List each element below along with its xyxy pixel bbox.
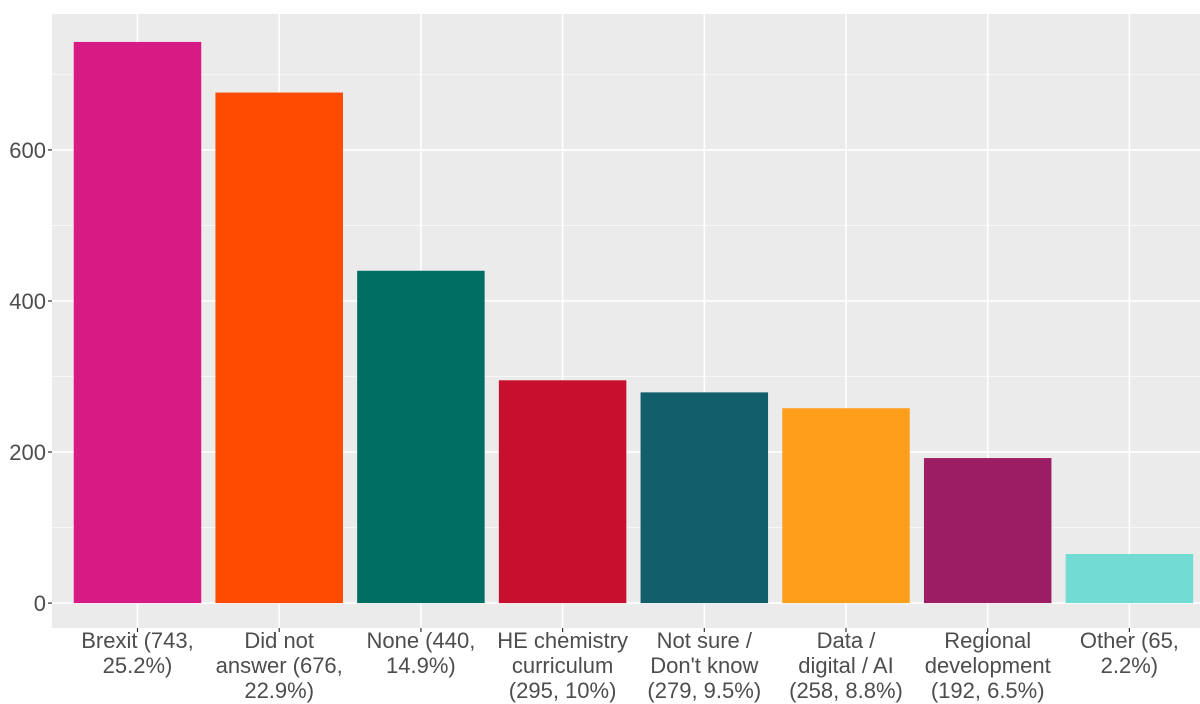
x-tick-label-line: Did not — [244, 628, 314, 653]
x-tick-label-line: Don't know — [650, 653, 758, 678]
x-tick-label-line: digital / AI — [798, 653, 893, 678]
bars — [73, 41, 1194, 604]
x-tick-label-line: (279, 9.5%) — [647, 678, 761, 703]
x-tick-label-line: answer (676, — [216, 653, 343, 678]
x-tick-label-line: Other (65, — [1080, 628, 1179, 653]
x-tick-label: None (440, 14.9%) — [366, 628, 475, 678]
x-tick-label-line: HE chemistry — [497, 628, 628, 653]
bar-1 — [73, 41, 202, 604]
x-tick-label: Not sure / Don't know (279, 9.5%) — [647, 628, 761, 703]
x-tick-label-line: 22.9%) — [244, 678, 314, 703]
x-tick-label-line: None (440, — [366, 628, 475, 653]
y-tick-label: 400 — [9, 289, 46, 314]
y-axis: 0 200 400 600 — [9, 138, 52, 616]
x-tick-label-line: (295, 10%) — [509, 678, 617, 703]
bar-5 — [640, 392, 769, 604]
bar-3 — [357, 270, 485, 604]
x-tick-label-line: Not sure / — [657, 628, 753, 653]
x-tick-label-line: (258, 8.8%) — [789, 678, 903, 703]
x-tick-label-line: curriculum — [512, 653, 613, 678]
bar-4 — [498, 380, 627, 604]
y-tick-label: 0 — [34, 591, 46, 616]
bar-6 — [782, 408, 910, 604]
bar-8 — [1065, 553, 1194, 604]
bar-2 — [215, 92, 343, 604]
x-tick-label-line: (192, 6.5%) — [931, 678, 1045, 703]
x-tick-label-line: Regional — [944, 628, 1031, 653]
bar-7 — [923, 458, 1052, 604]
x-tick-label: Other (65, 2.2%) — [1080, 628, 1179, 678]
x-tick-label-line: Data / — [817, 628, 877, 653]
x-tick-label: Did not answer (676, 22.9%) — [216, 628, 343, 703]
y-tick-label: 200 — [9, 440, 46, 465]
x-tick-label: Data / digital / AI (258, 8.8%) — [789, 628, 903, 703]
x-tick-label-line: 14.9%) — [386, 653, 456, 678]
x-tick-label: Brexit (743, 25.2%) — [81, 628, 194, 678]
x-tick-label-line: Brexit (743, — [81, 628, 194, 653]
x-tick-label-line: development — [925, 653, 1051, 678]
x-tick-label-line: 25.2%) — [103, 653, 173, 678]
x-axis: Brexit (743, 25.2%) Did not answer (676, 22.… — [81, 628, 1179, 703]
x-tick-label: HE chemistry curriculum (295, 10%) — [497, 628, 628, 703]
y-tick-label: 600 — [9, 138, 46, 163]
x-tick-label: Regional development (192, 6.5%) — [925, 628, 1051, 703]
x-tick-label-line: 2.2%) — [1101, 653, 1158, 678]
